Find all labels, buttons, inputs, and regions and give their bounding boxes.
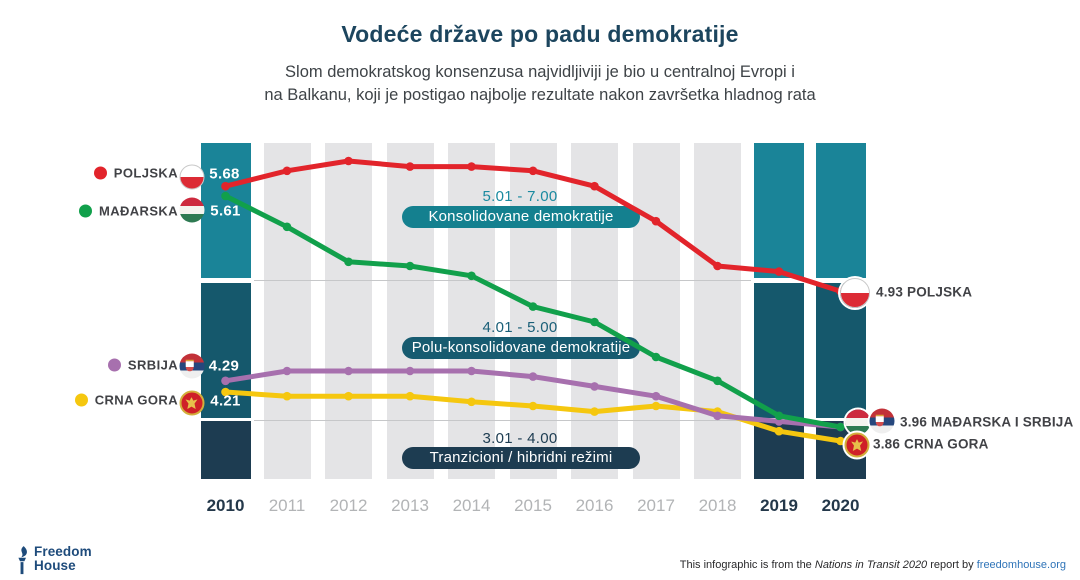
x-axis-label-2019: 2019 (760, 496, 798, 515)
legend-name-hungary: MAĐARSKA (98, 203, 178, 219)
legend-dot-poland (93, 166, 107, 180)
freedom-house-wordmark: Freedom House (34, 545, 92, 573)
montenegro-flag-icon (179, 390, 204, 416)
x-axis-label-2010: 2010 (206, 496, 245, 515)
credit-middle: report by (927, 559, 977, 571)
serbia-flag-icon (869, 408, 895, 434)
end-label-crna-gora: 3.86 CRNA GORA (873, 436, 989, 452)
start-value-montenegro: 4.21 (210, 392, 241, 410)
band-boundary-line-2 (254, 419, 751, 421)
credit-report-name: Nations in Transit 2020 (814, 559, 928, 571)
poland-flag-icon (179, 164, 204, 190)
x-axis-label-2013: 2013 (391, 496, 429, 515)
start-value-poland: 5.68 (209, 165, 240, 183)
montenegro-eagle-icon (851, 439, 863, 451)
hungary-flag-icon (845, 409, 871, 435)
freedomhouse-link[interactable]: freedomhouse.org (976, 559, 1066, 571)
x-axis-label-2018: 2018 (698, 496, 737, 515)
start-value-hungary: 5.61 (210, 202, 241, 219)
year-column-2019-band-2 (754, 283, 804, 418)
legend-dot-montenegro (74, 393, 88, 407)
x-axis-label-2012: 2012 (329, 496, 368, 515)
logo-word-house: House (34, 558, 76, 573)
legend-row-poland: POLJSKA (93, 165, 178, 181)
legend-row-montenegro: CRNA GORA (74, 392, 178, 408)
x-axis-label-2016: 2016 (575, 496, 614, 515)
credit-prefix: This infographic is from the (679, 559, 815, 571)
x-axis-label-2020: 2020 (821, 496, 860, 515)
legend-name-serbia: SRBIJA (127, 357, 178, 373)
band-pill-hybrid: Tranzicioni / hibridni režimi (402, 447, 640, 469)
subtitle-line-2: na Balkanu, koji je postigao najbolje re… (264, 86, 816, 104)
legend-name-montenegro: CRNA GORA (94, 392, 178, 408)
source-credit: This infographic is from the Nations in … (680, 559, 1066, 571)
x-axis-label-2014: 2014 (452, 496, 491, 515)
legend-dot-hungary (78, 204, 92, 218)
x-axis-label-2011: 2011 (268, 496, 306, 515)
band-range-consolidated: 5.01 - 7.00 (482, 188, 558, 205)
band-pill-consolidated: Konsolidovane demokratije (402, 206, 640, 228)
band-range-hybrid: 3.01 - 4.00 (482, 430, 558, 447)
year-column-2019-band-3 (754, 421, 804, 479)
montenegro-flag-icon (844, 432, 870, 458)
year-column-2010-band-3 (200, 421, 251, 479)
start-value-serbia: 4.29 (208, 357, 240, 375)
band-boundary-line-1 (254, 279, 751, 281)
x-axis-label-2015: 2015 (514, 496, 552, 515)
year-column-2020-band-1 (815, 143, 866, 278)
serbia-coat-of-arms-icon (875, 415, 884, 427)
logo-word-freedom: Freedom (34, 544, 92, 559)
page-title: Vodeće države po padu demokratije (341, 21, 739, 47)
legend-dot-serbia (107, 358, 121, 372)
band-range-semi-consolidated: 4.01 - 5.00 (482, 319, 558, 336)
legend-row-serbia: SRBIJA (107, 357, 178, 373)
montenegro-eagle-icon (185, 397, 198, 409)
hungary-flag-icon (179, 197, 204, 223)
serbia-coat-of-arms-icon (185, 360, 194, 372)
freedom-house-logo: Freedom House (14, 545, 92, 576)
legend-name-poland: POLJSKA (113, 165, 178, 181)
subtitle: Slom demokratskog konsenzusa najvidljivi… (0, 61, 1080, 107)
year-column-2012 (325, 143, 372, 479)
x-axis-label-2017: 2017 (637, 496, 675, 515)
torch-icon (18, 546, 27, 575)
poland-flag-icon (840, 278, 870, 308)
end-label-mađarska-i-srbija: 3.96 MAĐARSKA I SRBIJA (900, 414, 1074, 430)
serbia-flag-icon (179, 353, 205, 379)
year-column-2011 (263, 143, 311, 479)
band-pill-semi-consolidated: Polu-konsolidovane demokratije (402, 337, 640, 359)
year-column-2019-band-1 (754, 143, 804, 278)
subtitle-line-1: Slom demokratskog konsenzusa najvidljivi… (285, 63, 795, 81)
year-column-2018 (694, 143, 741, 479)
legend-row-hungary: MAĐARSKA (78, 203, 178, 219)
end-label-poljska: 4.93 POLJSKA (876, 284, 973, 300)
